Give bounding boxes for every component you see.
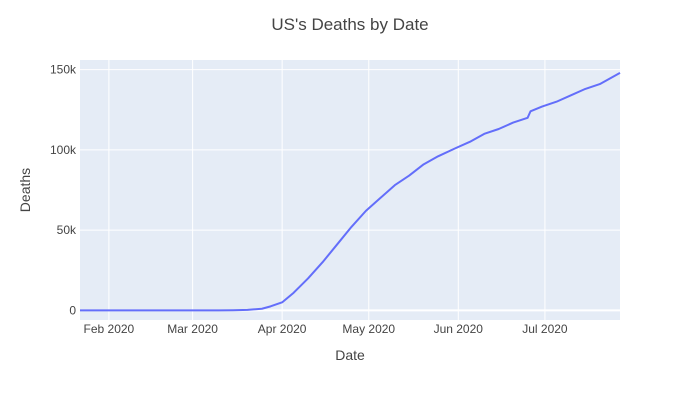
y-tick-label: 150k [50,63,77,77]
y-tick-label: 50k [57,223,77,237]
chart-title: US's Deaths by Date [271,15,428,34]
x-tick-label: Mar 2020 [167,322,218,336]
x-tick-label: Feb 2020 [84,322,135,336]
series-line-deaths [80,71,621,312]
x-tick-label: May 2020 [342,322,395,336]
plot-area [80,60,620,320]
y-tick-label: 0 [69,303,76,317]
y-axis-title: Deaths [17,168,33,212]
y-tick-label: 100k [50,143,77,157]
x-tick-label: Apr 2020 [258,322,307,336]
x-tick-label: Jul 2020 [522,322,568,336]
gridlines [80,60,620,320]
x-tick-label: Jun 2020 [434,322,484,336]
x-tick-labels: Feb 2020 Mar 2020 Apr 2020 May 2020 Jun 2020… [84,322,568,336]
y-tick-labels: 0 50k 100k 150k [50,63,77,318]
x-axis-title: Date [335,347,365,363]
